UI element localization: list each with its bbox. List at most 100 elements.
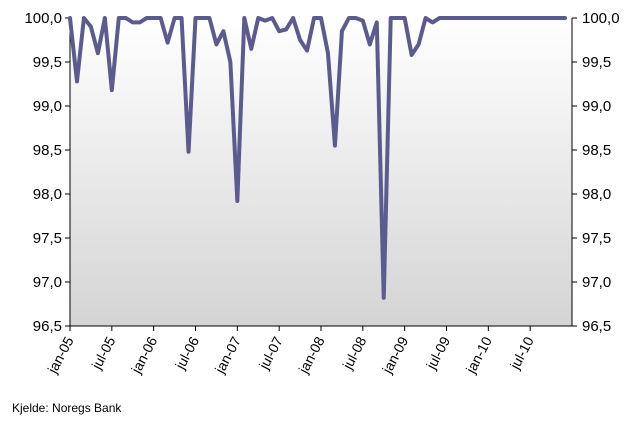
data-point [111,89,113,91]
data-point [348,17,350,19]
plot-area [70,18,572,326]
x-tick-label: jul-07 [255,334,286,373]
data-point [236,200,239,202]
data-point [90,26,92,28]
data-point [278,30,280,32]
data-point [417,43,420,46]
x-tick-label: jul-08 [339,334,370,373]
data-point [382,297,385,299]
series-layer [68,16,568,300]
x-tick-label: jan-08 [295,334,328,377]
data-point [152,17,155,19]
left-y-axis: 100,0 99,5 99,0 98,5 98,0 97,5 97,0 96,5 [24,10,71,335]
data-point [83,17,85,19]
x-tick-label: jul-10 [506,334,537,373]
data-point [124,17,127,19]
data-point [564,17,566,19]
data-point [529,17,531,19]
data-point [508,17,511,19]
right-y-tick-label: 96,5 [582,318,611,335]
left-y-tick-label: 100,0 [24,10,62,27]
data-point [173,17,176,19]
data-point [69,17,71,19]
data-point [501,17,504,19]
data-point [403,17,406,19]
data-point [355,17,357,19]
data-point [369,43,371,46]
data-point [292,17,294,19]
data-point [536,17,538,19]
data-point [410,54,413,56]
data-point [187,150,190,153]
x-axis: jan-05 jul-05 jan-06 jul-06 jan-07 jul-07 jan-… [44,325,572,377]
data-point [327,52,329,54]
data-point [264,19,267,22]
data-point [145,17,148,19]
left-y-tick-label: 97,5 [33,230,62,247]
data-point [375,21,378,24]
data-point [271,17,273,19]
data-point [473,17,476,19]
data-point [320,17,322,19]
x-tick-label: jul-06 [171,334,202,373]
series-line [68,16,568,300]
data-point [341,30,343,32]
data-point [438,17,441,19]
x-tick-label: jan-07 [211,334,244,377]
left-y-tick-label: 99,5 [33,54,62,71]
data-point [334,144,336,147]
data-point [306,49,308,52]
data-point [285,28,287,31]
data-point [424,17,427,19]
data-point [396,17,399,19]
data-point [452,17,455,19]
left-y-tick-label: 96,5 [33,318,62,335]
data-point [515,17,518,19]
data-point [208,17,211,19]
data-point [118,17,120,19]
data-point [487,17,490,19]
left-y-tick-label: 98,5 [33,142,62,159]
left-y-tick-label: 98,0 [33,186,62,203]
right-y-tick-label: 98,0 [582,186,611,203]
right-y-tick-label: 97,0 [582,274,611,291]
data-point [257,17,260,19]
data-point [138,21,141,24]
data-point [201,17,204,19]
left-y-tick-label: 99,0 [33,98,62,115]
data-point [494,17,497,19]
right-y-tick-label: 97,5 [582,230,611,247]
x-tick-label: jul-05 [88,334,119,373]
right-y-tick-label: 99,5 [582,54,611,71]
data-point [466,17,469,19]
left-y-tick-label: 97,0 [33,274,62,291]
data-point [389,17,392,19]
data-point [299,39,301,41]
data-point [159,17,162,19]
data-point [131,21,134,24]
x-tick-label: jan-05 [44,334,77,377]
data-point [522,17,524,19]
data-point [229,61,232,63]
right-y-axis: 100,0 99,5 99,0 98,5 98,0 97,5 97,0 96,5 [571,10,620,335]
data-point [76,80,78,83]
x-tick-label: jan-10 [462,334,495,377]
data-point [215,43,218,46]
x-tick-label: jan-06 [127,334,160,377]
data-point [313,17,315,19]
data-point [543,17,545,19]
data-point [480,17,483,19]
data-point [557,17,559,19]
data-point [250,48,253,50]
data-point [97,52,99,54]
data-point [104,17,106,19]
x-tick-label: jul-09 [422,334,453,373]
right-y-tick-label: 100,0 [582,10,620,27]
data-point [431,21,434,24]
data-point [222,30,225,32]
data-point [550,17,552,19]
right-y-tick-label: 99,0 [582,98,611,115]
right-y-tick-label: 98,5 [582,142,611,159]
data-point [362,19,364,22]
